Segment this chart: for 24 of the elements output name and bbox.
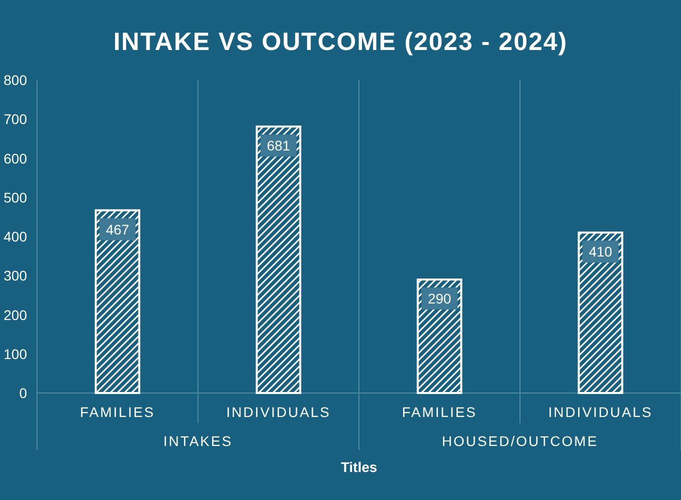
- y-tick-label: 400: [4, 228, 28, 244]
- data-label: 681: [266, 138, 290, 154]
- y-tick-label: 0: [19, 385, 28, 401]
- data-label: 467: [106, 221, 130, 238]
- y-tick-label: 300: [4, 268, 28, 284]
- bar: [578, 232, 624, 394]
- y-tick-label: 600: [4, 150, 28, 166]
- chart-title: INTAKE VS OUTCOME (2023 - 2024): [113, 28, 568, 56]
- data-label: 410: [588, 244, 612, 260]
- x-tick-label: INDIVIDUALS: [548, 404, 653, 420]
- y-tick-label: 200: [4, 306, 28, 323]
- bar: [256, 126, 302, 394]
- text: INTAKES: [163, 433, 233, 449]
- x-axis-title: Titles: [340, 459, 378, 475]
- y-tick-label: 800: [4, 72, 28, 88]
- data-label: 290: [428, 290, 452, 307]
- bar: [94, 209, 140, 394]
- x-tick-label: FAMILIES: [80, 404, 156, 420]
- y-tick-label: 500: [4, 189, 28, 206]
- text: HOUSED/OUTCOME: [442, 433, 598, 449]
- y-tick-label: 100: [4, 346, 28, 362]
- x-tick-label: INDIVIDUALS: [226, 404, 331, 420]
- x-tick-label: FAMILIES: [402, 404, 478, 420]
- y-tick-label: 700: [4, 111, 28, 128]
